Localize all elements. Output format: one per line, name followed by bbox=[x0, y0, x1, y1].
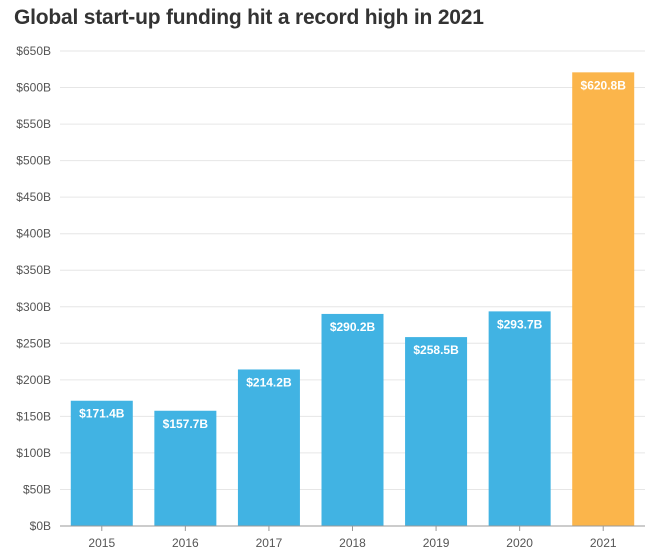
y-tick-label: $450B bbox=[16, 190, 51, 204]
bar-2021 bbox=[572, 72, 635, 526]
y-tick-label: $50B bbox=[23, 482, 51, 496]
x-axis-ticks: 2015 2016 2017 2018 2019 2020 2021 bbox=[88, 526, 617, 550]
bar-2016 bbox=[154, 410, 217, 526]
x-tick-label: 2019 bbox=[423, 536, 450, 550]
y-tick-label: $300B bbox=[16, 300, 51, 314]
data-label-2020: $293.7B bbox=[497, 317, 543, 331]
bars: $171.4B $157.7B $214.2B $290.2B $258.5B $293.… bbox=[70, 72, 635, 526]
y-tick-label: $150B bbox=[16, 409, 51, 423]
y-tick-label: $200B bbox=[16, 373, 51, 387]
y-tick-label: $400B bbox=[16, 227, 51, 241]
bar-2018 bbox=[321, 313, 384, 526]
x-tick-label: 2021 bbox=[590, 536, 617, 550]
bar-2020 bbox=[488, 311, 551, 526]
y-tick-label: $600B bbox=[16, 81, 51, 95]
x-tick-label: 2015 bbox=[88, 536, 115, 550]
data-label-2015: $171.4B bbox=[79, 407, 125, 421]
data-label-2017: $214.2B bbox=[246, 375, 292, 389]
data-label-2021: $620.8B bbox=[581, 78, 627, 92]
y-tick-label: $250B bbox=[16, 336, 51, 350]
bar-2019 bbox=[405, 337, 468, 526]
chart-title: Global start-up funding hit a record hig… bbox=[14, 6, 484, 29]
y-tick-label: $550B bbox=[16, 117, 51, 131]
bar-2015 bbox=[70, 400, 133, 526]
y-tick-label: $100B bbox=[16, 446, 51, 460]
y-tick-label: $350B bbox=[16, 263, 51, 277]
x-tick-label: 2018 bbox=[339, 536, 366, 550]
y-tick-label: $0B bbox=[30, 519, 51, 533]
bar-2017 bbox=[237, 369, 300, 526]
data-label-2016: $157.7B bbox=[163, 417, 209, 431]
y-tick-label: $650B bbox=[16, 44, 51, 58]
y-axis-ticks: $0B $50B $100B $150B $200B $250B $300B $350B $40… bbox=[16, 44, 51, 533]
data-label-2018: $290.2B bbox=[330, 320, 376, 334]
data-label-2019: $258.5B bbox=[413, 343, 459, 357]
x-tick-label: 2016 bbox=[172, 536, 199, 550]
y-tick-label: $500B bbox=[16, 154, 51, 168]
x-tick-label: 2020 bbox=[506, 536, 533, 550]
x-tick-label: 2017 bbox=[256, 536, 283, 550]
